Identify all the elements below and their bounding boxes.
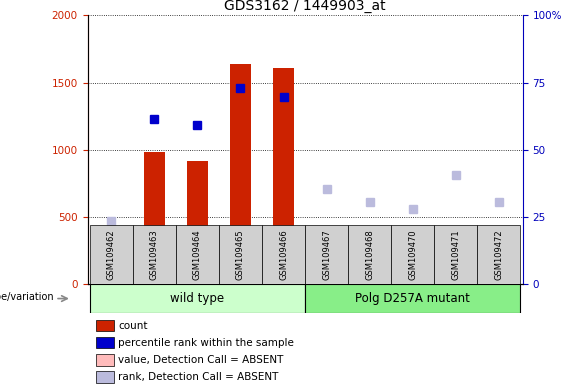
FancyBboxPatch shape xyxy=(434,225,477,284)
FancyBboxPatch shape xyxy=(305,284,520,313)
Text: GSM109462: GSM109462 xyxy=(107,229,116,280)
Bar xyxy=(96,354,114,366)
FancyBboxPatch shape xyxy=(176,225,219,284)
Text: GSM109463: GSM109463 xyxy=(150,229,159,280)
FancyBboxPatch shape xyxy=(348,225,391,284)
Bar xyxy=(316,237,337,284)
Bar xyxy=(144,152,165,284)
FancyBboxPatch shape xyxy=(133,225,176,284)
Bar xyxy=(402,251,424,284)
Text: count: count xyxy=(118,321,147,331)
Text: genotype/variation: genotype/variation xyxy=(0,292,54,302)
Bar xyxy=(186,161,208,284)
Text: GSM109464: GSM109464 xyxy=(193,229,202,280)
Bar xyxy=(273,68,294,284)
Bar xyxy=(101,268,122,284)
Text: GSM109468: GSM109468 xyxy=(365,229,374,280)
FancyBboxPatch shape xyxy=(90,225,133,284)
Text: percentile rank within the sample: percentile rank within the sample xyxy=(118,338,294,348)
Text: GSM109467: GSM109467 xyxy=(322,229,331,280)
Title: GDS3162 / 1449903_at: GDS3162 / 1449903_at xyxy=(224,0,386,13)
Text: GSM109472: GSM109472 xyxy=(494,229,503,280)
Bar xyxy=(96,371,114,382)
Bar xyxy=(230,64,251,284)
Text: Polg D257A mutant: Polg D257A mutant xyxy=(355,292,470,305)
FancyBboxPatch shape xyxy=(391,225,434,284)
Bar xyxy=(359,243,380,284)
Text: GSM109470: GSM109470 xyxy=(408,229,418,280)
Text: wild type: wild type xyxy=(171,292,224,305)
Bar xyxy=(96,337,114,349)
FancyBboxPatch shape xyxy=(305,225,348,284)
Text: GSM109466: GSM109466 xyxy=(279,229,288,280)
FancyBboxPatch shape xyxy=(262,225,305,284)
Text: rank, Detection Call = ABSENT: rank, Detection Call = ABSENT xyxy=(118,372,279,382)
FancyBboxPatch shape xyxy=(90,284,305,313)
Text: value, Detection Call = ABSENT: value, Detection Call = ABSENT xyxy=(118,355,284,365)
FancyBboxPatch shape xyxy=(477,225,520,284)
Text: GSM109465: GSM109465 xyxy=(236,229,245,280)
Bar xyxy=(488,249,510,284)
FancyBboxPatch shape xyxy=(219,225,262,284)
Bar xyxy=(445,227,467,284)
Text: GSM109471: GSM109471 xyxy=(451,229,460,280)
Bar xyxy=(96,320,114,331)
